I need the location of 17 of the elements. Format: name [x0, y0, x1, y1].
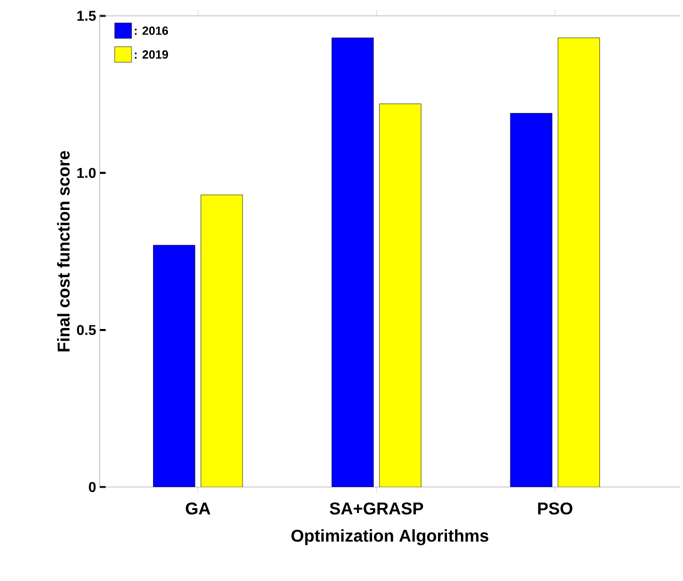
- x-tick-label: PSO: [538, 502, 572, 514]
- x-tick-label: SA+GRASP: [330, 502, 424, 514]
- y-tick-label: 1.0: [77, 168, 96, 178]
- x-tick-label: GA: [186, 502, 210, 514]
- legend-label: : 2016: [134, 26, 168, 35]
- y-tick-label: 0: [88, 482, 96, 492]
- x-axis-title: Optimization Algorithms: [291, 529, 488, 546]
- bar: [558, 38, 600, 487]
- y-tick-label: 1.5: [77, 10, 96, 21]
- bar: [379, 103, 422, 487]
- y-axis-title: Final cost function score: [57, 150, 70, 352]
- y-tick-label: 0.5: [77, 324, 96, 335]
- bar: [510, 112, 552, 487]
- bar: [200, 194, 243, 487]
- bar: [332, 38, 374, 487]
- bar: [153, 244, 196, 487]
- legend-label: : 2019: [134, 50, 168, 59]
